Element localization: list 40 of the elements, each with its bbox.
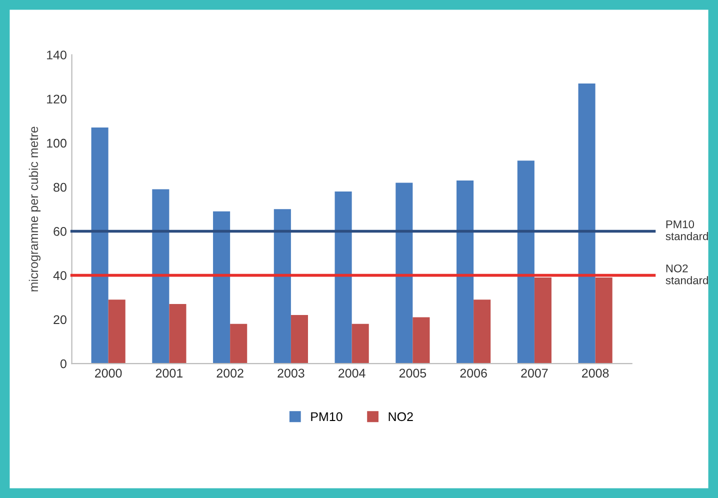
bar bbox=[274, 209, 291, 364]
bar bbox=[595, 278, 612, 364]
bar bbox=[412, 317, 430, 364]
bar bbox=[213, 211, 230, 364]
bar bbox=[352, 324, 369, 364]
bar bbox=[517, 160, 534, 364]
x-tick-label: 2002 bbox=[216, 368, 244, 378]
bar bbox=[396, 182, 413, 364]
bar bbox=[474, 300, 491, 364]
bar bbox=[456, 180, 474, 364]
y-axis-title: microgramme per cubic metre bbox=[28, 126, 41, 292]
x-tick-label: 2008 bbox=[582, 368, 609, 378]
bar bbox=[534, 278, 552, 364]
bar bbox=[152, 189, 170, 364]
x-tick-label: 2000 bbox=[95, 368, 122, 378]
x-tick-label: 2004 bbox=[338, 368, 366, 378]
y-tick-label: 40 bbox=[53, 271, 66, 280]
y-tick-label: 20 bbox=[54, 315, 66, 324]
bar bbox=[91, 128, 108, 364]
bar bbox=[169, 304, 186, 364]
x-tick-label: 2006 bbox=[460, 368, 487, 378]
bar bbox=[230, 324, 248, 364]
y-tick-label: 80 bbox=[54, 182, 66, 192]
y-tick-label: 140 bbox=[47, 50, 66, 60]
x-tick-label: 2001 bbox=[156, 368, 182, 378]
ref-line-label: PM10 standard bbox=[666, 220, 708, 240]
bar bbox=[108, 300, 126, 364]
bar bbox=[578, 83, 596, 364]
x-tick-label: 2003 bbox=[278, 368, 304, 378]
legend-label: PM10 bbox=[311, 412, 342, 422]
y-tick-label: 60 bbox=[54, 227, 66, 236]
x-tick-label: 2007 bbox=[521, 368, 548, 378]
ref-line-label: NO2 standard bbox=[666, 264, 708, 284]
y-tick-label: 100 bbox=[47, 138, 66, 148]
x-tick-label: 2005 bbox=[399, 368, 426, 378]
legend-label: NO2 bbox=[388, 412, 413, 422]
bar bbox=[334, 192, 352, 364]
bar bbox=[290, 315, 308, 364]
y-tick-label: 0 bbox=[60, 359, 66, 368]
y-tick-label: 120 bbox=[47, 94, 66, 104]
